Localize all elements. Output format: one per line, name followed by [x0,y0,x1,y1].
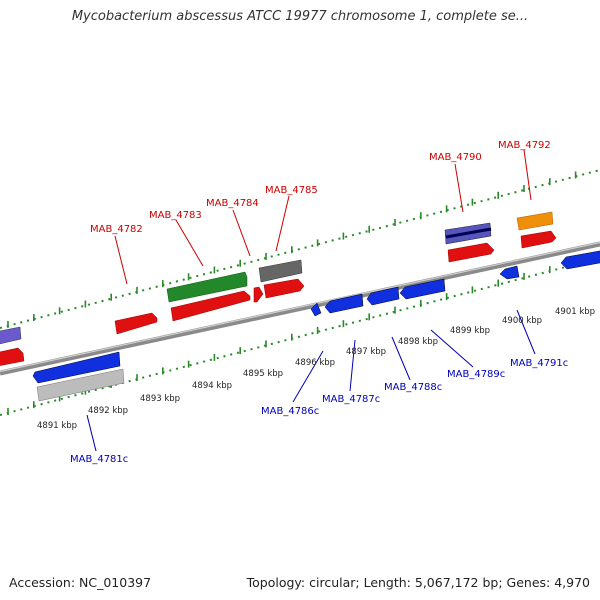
gene-arrow-red[interactable] [114,312,158,335]
gene-label-mab-4790[interactable]: MAB_4790 [429,152,482,163]
kbp-label: 4898 kbp [398,337,438,347]
gene-box-blue-left[interactable] [0,326,22,345]
kbp-label: 4895 kbp [243,369,283,379]
gene-label-mab-4787c[interactable]: MAB_4787c [322,394,380,405]
gene-label-mab-4785[interactable]: MAB_4785 [265,185,318,196]
gene-label-mab-4791c[interactable]: MAB_4791c [510,358,568,369]
gene-arrow-red[interactable] [520,230,557,249]
gene-label-mab-4782[interactable]: MAB_4782 [90,224,143,235]
gene-label-mab-4788c[interactable]: MAB_4788c [384,382,442,393]
reverse-label-leaders [86,309,536,452]
kbp-label: 4901 kbp [555,307,595,317]
kbp-label: 4894 kbp [192,381,232,391]
kbp-label: 4893 kbp [140,394,180,404]
gene-arrow-blue[interactable] [499,265,520,280]
gene-label-mab-4784[interactable]: MAB_4784 [206,198,259,209]
kbp-label: 4900 kbp [502,316,542,326]
kbp-scale-labels: 4891 kbp 4892 kbp 4893 kbp 4894 kbp 4895… [37,307,595,431]
gene-box-navy-stripe [445,227,492,239]
gene-arrow-blue[interactable] [324,293,364,314]
chromosome-backbone-highlight [0,241,600,373]
kbp-label: 4896 kbp [295,358,335,368]
gene-arrow-blue[interactable] [399,278,446,300]
map-title: Mycobacterium abscessus ATCC 19977 chrom… [71,9,529,24]
gene-arrow-blue[interactable] [366,286,400,306]
gene-box-lightgray[interactable] [36,368,125,402]
kbp-label: 4897 kbp [346,347,386,357]
kbp-label: 4899 kbp [450,326,490,336]
gene-label-mab-4786c[interactable]: MAB_4786c [261,406,319,417]
gene-label-mab-4792[interactable]: MAB_4792 [498,140,551,151]
gene-arrow-red[interactable] [0,347,25,366]
gene-label-mab-4781c[interactable]: MAB_4781c [70,454,128,465]
gene-arrow-red[interactable] [447,242,495,263]
gene-arrow-green[interactable] [166,271,248,303]
reverse-strand-genes [32,250,600,402]
forward-label-leaders [114,149,532,285]
gene-arrow-blue[interactable] [310,302,322,317]
forward-strand-genes [0,211,557,366]
gene-label-mab-4789c[interactable]: MAB_4789c [447,369,505,380]
gene-arrow-red[interactable] [253,286,264,303]
kbp-label: 4892 kbp [88,406,128,416]
gene-arrow-red[interactable] [263,278,305,299]
gene-box-orange[interactable] [516,211,554,231]
gene-arrow-blue[interactable] [32,351,121,384]
gene-box-gray[interactable] [258,259,303,283]
kbp-label: 4891 kbp [37,421,77,431]
topology-summary: Topology: circular; Length: 5,067,172 bp… [246,575,590,590]
accession-label: Accession: NC_010397 [9,575,152,590]
gene-arrow-blue[interactable] [560,250,600,270]
outer-ruler-ticks [7,171,577,328]
gene-label-mab-4783[interactable]: MAB_4783 [149,210,202,221]
gene-arrow-red[interactable] [170,290,251,322]
chromosome-backbone [0,241,600,376]
